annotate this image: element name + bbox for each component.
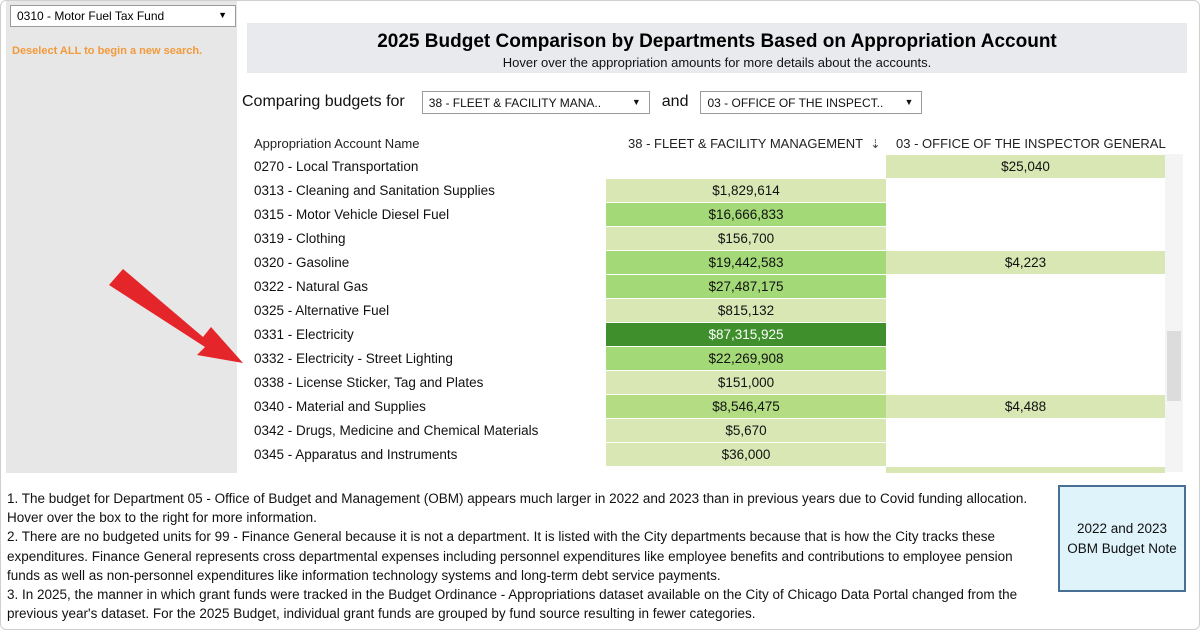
filter-panel: 0310 - Motor Fuel Tax Fund ▼ Deselect AL… bbox=[6, 1, 237, 473]
dept-b-amount[interactable]: $4,488 bbox=[886, 395, 1165, 418]
deselect-message: Deselect ALL to begin a new search. bbox=[12, 45, 203, 57]
table-row: 0342 - Drugs, Medicine and Chemical Mate… bbox=[237, 419, 1167, 443]
account-name: 0331 - Electricity bbox=[254, 327, 354, 342]
account-name: 0325 - Alternative Fuel bbox=[254, 303, 390, 318]
footnotes: 1. The budget for Department 05 - Office… bbox=[7, 489, 1047, 623]
dept-a-amount[interactable]: $8,546,475 bbox=[606, 395, 886, 418]
dept-b-amount bbox=[886, 227, 1165, 250]
title-bar: 2025 Budget Comparison by Departments Ba… bbox=[247, 23, 1187, 73]
page-title: 2025 Budget Comparison by Departments Ba… bbox=[377, 31, 1057, 52]
table-row: 0313 - Cleaning and Sanitation Supplies $… bbox=[237, 179, 1167, 203]
account-name: 0340 - Material and Supplies bbox=[254, 399, 426, 414]
dept-a-amount[interactable]: $27,487,175 bbox=[606, 275, 886, 298]
table-row: 0325 - Alternative Fuel $815,132 bbox=[237, 299, 1167, 323]
compare-label: Comparing budgets for bbox=[242, 93, 405, 110]
dept-a-amount[interactable]: $5,670 bbox=[606, 419, 886, 442]
note-box-line1: 2022 and 2023 bbox=[1076, 520, 1168, 536]
table-row: 0332 - Electricity - Street Lighting $22,… bbox=[237, 347, 1167, 371]
dept-b-dropdown[interactable]: 03 - OFFICE OF THE INSPECT.. ▼ bbox=[700, 90, 923, 114]
account-name: 0342 - Drugs, Medicine and Chemical Mate… bbox=[254, 423, 539, 438]
and-label: and bbox=[661, 93, 689, 110]
dept-b-value: 03 - OFFICE OF THE INSPECT.. bbox=[707, 95, 884, 110]
col-header-dept-a[interactable]: 38 - FLEET & FACILITY MANAGEMENT ⇣ bbox=[628, 136, 880, 151]
dept-a-amount[interactable]: $19,442,583 bbox=[606, 251, 886, 274]
table-row: 0338 - License Sticker, Tag and Plates $1… bbox=[237, 371, 1167, 395]
dept-a-amount bbox=[606, 467, 886, 473]
footnote-1: 1. The budget for Department 05 - Office… bbox=[7, 491, 1028, 526]
table-row: 0320 - Gasoline $19,442,583 $4,223 bbox=[237, 251, 1167, 275]
sort-icon[interactable]: ⇣ bbox=[870, 137, 881, 151]
dept-b-amount bbox=[886, 275, 1165, 298]
page-subtitle: Hover over the appropriation amounts for… bbox=[502, 55, 932, 70]
table-scrollbar-thumb[interactable] bbox=[1167, 331, 1181, 401]
account-name: 0332 - Electricity - Street Lighting bbox=[254, 351, 453, 366]
dept-a-amount[interactable]: $1,829,614 bbox=[606, 179, 886, 202]
dept-a-amount[interactable]: $87,315,925 bbox=[606, 323, 886, 346]
chevron-down-icon: ▼ bbox=[631, 96, 641, 107]
table-scrollbar[interactable] bbox=[1165, 154, 1183, 472]
table-row: 0322 - Natural Gas $27,487,175 bbox=[237, 275, 1167, 299]
footnote-2: 2. There are no budgeted units for 99 - … bbox=[7, 529, 1013, 583]
dept-b-amount bbox=[886, 443, 1165, 466]
dept-b-amount[interactable]: $25,040 bbox=[886, 155, 1165, 178]
account-name: 0338 - License Sticker, Tag and Plates bbox=[254, 375, 484, 390]
red-arrow-shape bbox=[109, 269, 243, 363]
table-row: 0270 - Local Transportation $25,040 bbox=[237, 155, 1167, 179]
dept-b-amount bbox=[886, 203, 1165, 226]
dept-a-amount[interactable]: $16,666,833 bbox=[606, 203, 886, 226]
footnote-3: 3. In 2025, the manner in which grant fu… bbox=[7, 587, 1018, 622]
dept-b-amount bbox=[886, 419, 1165, 442]
account-name: 0319 - Clothing bbox=[254, 231, 346, 246]
compare-row: Comparing budgets for 38 - FLEET & FACIL… bbox=[242, 90, 923, 114]
table-row: 0340 - Material and Supplies $8,546,475 $4… bbox=[237, 395, 1167, 419]
table-row: 0348 - Books and Related Material $2,368 bbox=[237, 467, 1167, 473]
dept-a-amount[interactable]: $151,000 bbox=[606, 371, 886, 394]
note-box-line2: OBM Budget Note bbox=[1067, 540, 1177, 556]
dept-a-amount[interactable]: $22,269,908 bbox=[606, 347, 886, 370]
account-name: 0320 - Gasoline bbox=[254, 255, 350, 270]
comparison-table: Appropriation Account Name 38 - FLEET & … bbox=[237, 131, 1183, 473]
table-row: 0315 - Motor Vehicle Diesel Fuel $16,666,… bbox=[237, 203, 1167, 227]
dept-b-amount bbox=[886, 347, 1165, 370]
col-header-dept-b[interactable]: 03 - OFFICE OF THE INSPECTOR GENERAL bbox=[896, 136, 1166, 151]
dept-a-dropdown[interactable]: 38 - FLEET & FACILITY MANA.. ▼ bbox=[421, 90, 650, 114]
dept-b-amount[interactable]: $2,368 bbox=[886, 467, 1165, 473]
dept-a-amount[interactable]: $815,132 bbox=[606, 299, 886, 322]
col-header-account[interactable]: Appropriation Account Name bbox=[254, 136, 420, 151]
dept-a-amount[interactable]: $36,000 bbox=[606, 443, 886, 466]
account-name: 0322 - Natural Gas bbox=[254, 279, 369, 294]
chevron-down-icon: ▼ bbox=[904, 96, 914, 107]
account-name: 0270 - Local Transportation bbox=[254, 159, 419, 174]
dept-b-amount bbox=[886, 299, 1165, 322]
account-name: 0345 - Apparatus and Instruments bbox=[254, 447, 458, 462]
dept-a-amount bbox=[606, 155, 886, 178]
obm-budget-note-box[interactable]: 2022 and 2023 OBM Budget Note bbox=[1058, 485, 1186, 592]
table-row: 0319 - Clothing $156,700 bbox=[237, 227, 1167, 251]
account-name: 0348 - Books and Related Material bbox=[254, 471, 462, 473]
dept-a-value: 38 - FLEET & FACILITY MANA.. bbox=[428, 95, 602, 110]
dept-b-amount bbox=[886, 179, 1165, 202]
fund-dropdown-value: 0310 - Motor Fuel Tax Fund bbox=[17, 9, 165, 23]
table-row: 0345 - Apparatus and Instruments $36,000 bbox=[237, 443, 1167, 467]
account-name: 0313 - Cleaning and Sanitation Supplies bbox=[254, 183, 495, 198]
table-row: 0331 - Electricity $87,315,925 bbox=[237, 323, 1167, 347]
fund-dropdown[interactable]: 0310 - Motor Fuel Tax Fund ▼ bbox=[10, 5, 236, 27]
dept-b-amount bbox=[886, 323, 1165, 346]
red-arrow-annotation bbox=[109, 269, 243, 363]
col-header-dept-a-label: 38 - FLEET & FACILITY MANAGEMENT bbox=[628, 136, 863, 151]
account-name: 0315 - Motor Vehicle Diesel Fuel bbox=[254, 207, 450, 222]
dept-b-amount[interactable]: $4,223 bbox=[886, 251, 1165, 274]
dept-b-amount bbox=[886, 371, 1165, 394]
chevron-down-icon: ▼ bbox=[218, 10, 227, 20]
dept-a-amount[interactable]: $156,700 bbox=[606, 227, 886, 250]
